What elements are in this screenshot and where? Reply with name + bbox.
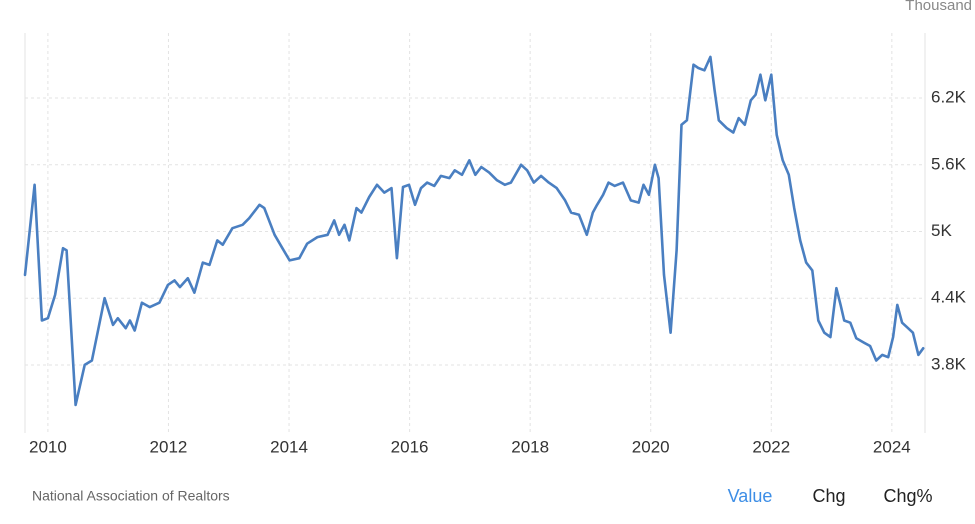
source: National Association of Realtors	[32, 488, 230, 504]
y-tick-label: 5.6K	[931, 154, 967, 173]
y-tick-label: 5K	[931, 221, 952, 240]
chg-pct-button[interactable]: Chg%	[883, 486, 932, 506]
x-tick-label: 2024	[873, 437, 911, 456]
x-tick-label: 2012	[150, 437, 188, 456]
x-tick-label: 2020	[632, 437, 670, 456]
value-button[interactable]: Value	[728, 486, 773, 506]
y-tick-label: 6.2K	[931, 88, 967, 107]
x-tick-label: 2014	[270, 437, 308, 456]
x-tick-label: 2016	[391, 437, 429, 456]
chg-button[interactable]: Chg	[812, 486, 845, 506]
unit-label: Thousand	[905, 0, 972, 14]
y-tick-label: 3.8K	[931, 354, 967, 373]
x-tick-label: 2018	[511, 437, 549, 456]
data-line	[23, 55, 925, 407]
x-tick-label: 2010	[29, 437, 67, 456]
y-tick-label: 4.4K	[931, 288, 967, 307]
x-tick-label: 2022	[752, 437, 790, 456]
